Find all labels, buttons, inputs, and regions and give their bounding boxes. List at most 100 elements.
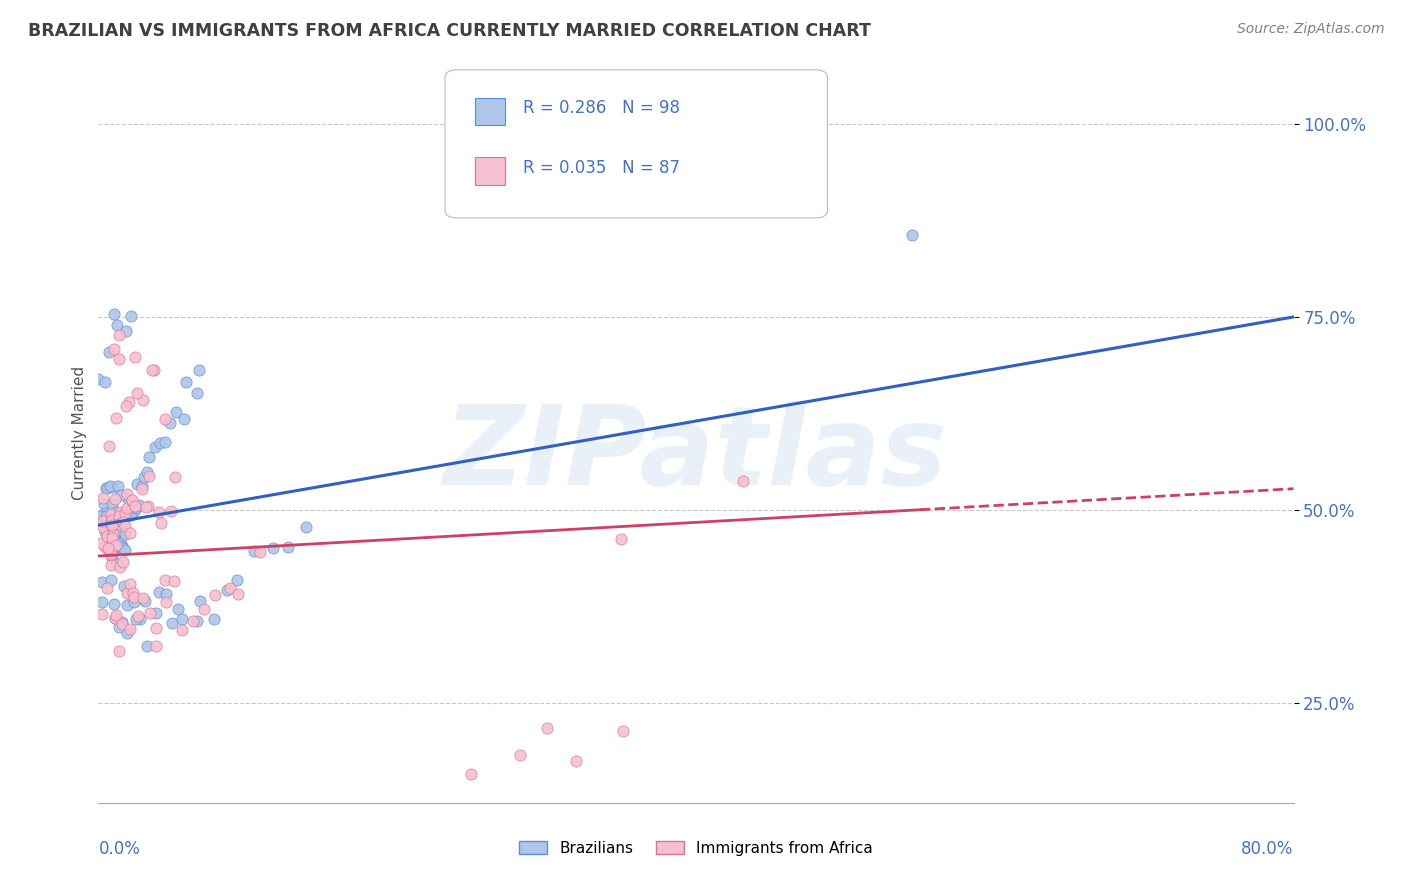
- Point: [103, 307, 125, 321]
- Point: [277, 540, 299, 554]
- Point: [122, 595, 145, 609]
- Point: [111, 507, 134, 521]
- Point: [153, 435, 176, 450]
- Point: [94, 540, 117, 554]
- Point: [155, 573, 177, 587]
- Point: [187, 363, 209, 377]
- Point: [108, 327, 131, 342]
- Point: [115, 599, 138, 613]
- Point: [94, 510, 117, 524]
- Point: [104, 411, 127, 425]
- Point: [127, 609, 149, 624]
- Point: [218, 581, 240, 595]
- Point: [101, 517, 124, 532]
- Point: [124, 350, 146, 364]
- Point: [163, 574, 186, 589]
- Point: [132, 392, 155, 407]
- Point: [122, 504, 145, 518]
- Point: [509, 748, 531, 763]
- Point: [124, 499, 146, 513]
- Point: [186, 614, 208, 628]
- Point: [165, 404, 187, 418]
- Point: [155, 595, 177, 609]
- Point: [170, 624, 193, 638]
- Point: [731, 474, 754, 488]
- Point: [121, 500, 143, 515]
- Point: [100, 514, 122, 528]
- Point: [121, 494, 143, 508]
- Point: [94, 508, 117, 523]
- Point: [108, 559, 131, 574]
- FancyBboxPatch shape: [475, 157, 505, 185]
- Point: [127, 386, 149, 401]
- Text: 0.0%: 0.0%: [98, 840, 141, 858]
- Point: [93, 497, 115, 511]
- Point: [145, 607, 167, 621]
- FancyBboxPatch shape: [446, 70, 827, 218]
- Point: [100, 547, 122, 561]
- Point: [118, 622, 141, 636]
- Point: [103, 532, 125, 546]
- Point: [114, 526, 136, 541]
- Point: [262, 541, 284, 555]
- Point: [610, 532, 633, 546]
- Point: [101, 523, 124, 537]
- Point: [94, 519, 117, 533]
- Point: [101, 513, 124, 527]
- Point: [135, 500, 157, 515]
- Point: [117, 491, 139, 506]
- Point: [149, 516, 172, 530]
- Point: [122, 590, 145, 604]
- Point: [112, 515, 135, 529]
- Point: [148, 504, 170, 518]
- Point: [136, 500, 159, 514]
- Point: [96, 481, 118, 495]
- Point: [115, 324, 138, 338]
- Point: [125, 501, 148, 516]
- Point: [127, 477, 149, 491]
- Point: [173, 412, 195, 426]
- Point: [98, 344, 121, 359]
- Legend: Brazilians, Immigrants from Africa: Brazilians, Immigrants from Africa: [513, 835, 879, 862]
- Point: [111, 541, 134, 555]
- Point: [104, 505, 127, 519]
- Point: [108, 643, 131, 657]
- Point: [100, 508, 122, 522]
- Point: [612, 723, 634, 738]
- Point: [120, 525, 142, 540]
- Text: R = 0.286   N = 98: R = 0.286 N = 98: [523, 99, 679, 118]
- Point: [141, 363, 163, 377]
- Point: [128, 498, 150, 512]
- Point: [115, 501, 138, 516]
- Point: [108, 620, 131, 634]
- Point: [901, 227, 924, 242]
- Point: [132, 591, 155, 606]
- Point: [188, 594, 211, 608]
- Point: [103, 343, 125, 357]
- Point: [294, 519, 316, 533]
- Point: [104, 611, 127, 625]
- Point: [145, 621, 167, 635]
- Point: [100, 532, 122, 546]
- Point: [138, 606, 160, 620]
- Point: [138, 450, 160, 464]
- Point: [215, 583, 238, 598]
- Point: [100, 573, 122, 587]
- Text: BRAZILIAN VS IMMIGRANTS FROM AFRICA CURRENTLY MARRIED CORRELATION CHART: BRAZILIAN VS IMMIGRANTS FROM AFRICA CURR…: [28, 22, 870, 40]
- Point: [153, 412, 176, 426]
- Point: [96, 581, 118, 595]
- Point: [131, 478, 153, 492]
- Point: [125, 612, 148, 626]
- Point: [117, 625, 139, 640]
- Point: [94, 481, 117, 495]
- Point: [108, 516, 131, 531]
- Text: Source: ZipAtlas.com: Source: ZipAtlas.com: [1237, 22, 1385, 37]
- Point: [107, 508, 129, 523]
- Point: [243, 544, 266, 558]
- Point: [121, 493, 143, 508]
- Point: [98, 479, 121, 493]
- Point: [149, 436, 172, 450]
- Point: [111, 615, 134, 629]
- Point: [167, 601, 190, 615]
- Point: [165, 469, 187, 483]
